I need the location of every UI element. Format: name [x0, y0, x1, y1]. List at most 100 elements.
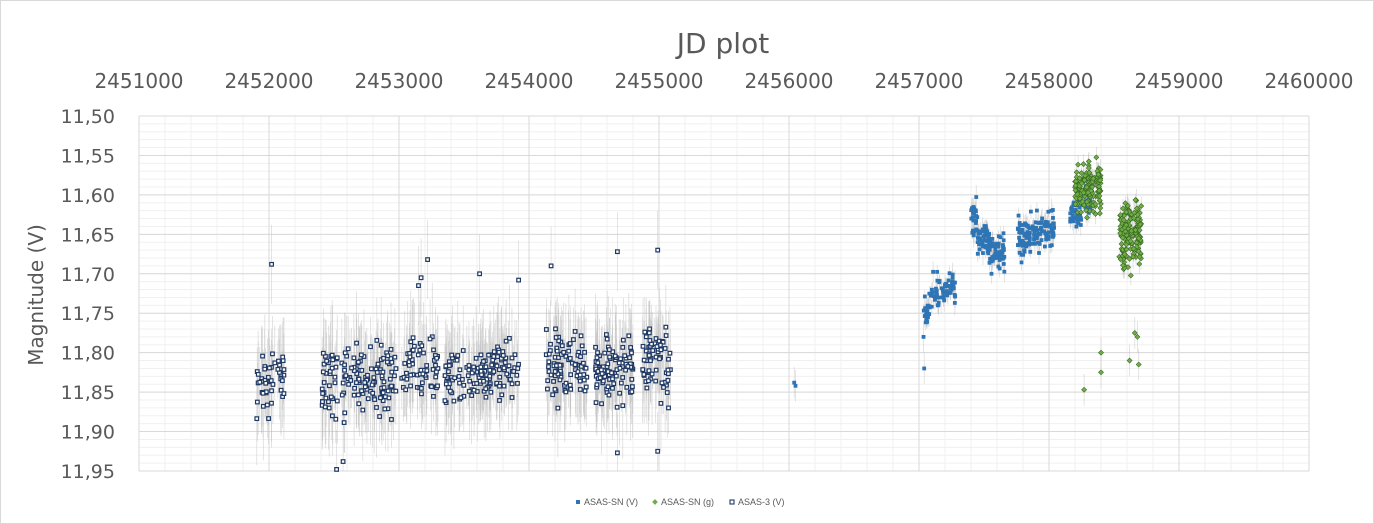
asassn-v-point	[1052, 225, 1056, 230]
asas3-v-point	[563, 389, 569, 395]
legend: ASAS-SN (V) ASAS-SN (g) ASAS-3 (V)	[576, 497, 785, 507]
asas3-v-point	[604, 336, 610, 342]
asassn-v-point	[999, 249, 1004, 254]
asas3-v-point	[617, 365, 623, 371]
asas3-v-point	[424, 363, 430, 368]
asassn-v-point	[1020, 230, 1024, 235]
asas3-v-point	[506, 363, 512, 369]
asassn-v-point	[990, 257, 995, 262]
asas3-v-point	[559, 343, 565, 349]
asas3-v-point	[595, 350, 600, 355]
asassn-v-point	[990, 236, 995, 241]
asassn-v-point	[1071, 213, 1075, 218]
asassn-g-point	[1084, 214, 1090, 221]
asassn-g-point	[1072, 182, 1079, 189]
asas3-v-point	[548, 263, 554, 269]
asas3-v-point	[509, 381, 515, 387]
asassn-v-point	[974, 195, 979, 199]
asas3-v-point	[343, 373, 349, 379]
asassn-g-point	[1083, 184, 1090, 191]
asassn-g-point	[1081, 386, 1087, 393]
asas3-v-point	[393, 388, 399, 394]
asas3-v-point	[489, 362, 495, 368]
asas3-v-point	[465, 373, 471, 379]
asassn-v-point	[1046, 209, 1051, 214]
asas3-v-point	[641, 372, 647, 377]
asas3-v-point	[491, 354, 497, 359]
asas3-v-point	[654, 344, 660, 349]
asas3-v-point	[442, 373, 448, 378]
asas3-v-point	[272, 360, 278, 366]
asassn-v-point	[984, 229, 989, 234]
asas3-v-point	[628, 345, 634, 350]
asassn-g-point	[1126, 256, 1133, 262]
asassn-v-point	[941, 294, 946, 299]
asassn-g-point	[1072, 201, 1079, 208]
asassn-v-point	[934, 289, 939, 294]
asassn-v-point	[924, 310, 929, 315]
asassn-v-point	[974, 214, 979, 218]
asas3-v-point	[456, 374, 462, 379]
asas3-v-point	[623, 367, 629, 373]
asas3-v-point	[355, 359, 361, 365]
asas3-v-point	[332, 374, 338, 380]
asassn-v-point	[1001, 231, 1006, 236]
asassn-g-point	[1077, 195, 1083, 202]
asassn-v-point	[984, 227, 989, 231]
asas3-v-point	[378, 342, 384, 348]
asas3-v-point	[384, 359, 390, 365]
asas3-v-point	[626, 333, 632, 339]
asassn-v-point	[1018, 242, 1023, 247]
y-tick-label: 11,50	[61, 106, 115, 128]
asas3-v-point	[431, 347, 436, 353]
legend-label: ASAS-SN (g)	[661, 497, 714, 507]
asas3-v-point	[543, 327, 549, 332]
asassn-v-point	[996, 241, 1001, 246]
asas3-v-point	[500, 349, 506, 354]
asas3-v-point	[365, 396, 371, 402]
asas3-v-point	[410, 335, 416, 341]
asas3-v-point	[512, 352, 518, 358]
asas3-v-point	[260, 353, 265, 359]
asassn-v-point	[945, 293, 950, 298]
data-points	[254, 154, 1145, 472]
asas3-v-point	[478, 368, 484, 374]
asassn-v-point	[987, 260, 992, 265]
asas3-v-point	[506, 335, 512, 341]
asas3-v-point	[446, 363, 452, 369]
asas3-v-point	[501, 365, 507, 371]
asas3-v-point	[469, 370, 475, 376]
asas3-v-point	[349, 365, 354, 371]
asas3-v-point	[368, 344, 373, 350]
asassn-g-point	[1136, 253, 1143, 260]
asassn-v-point	[1051, 221, 1056, 226]
asas3-v-point	[381, 355, 386, 361]
asas3-v-point	[653, 367, 659, 373]
asassn-g-point	[1123, 246, 1130, 253]
asassn-g-point	[1120, 205, 1126, 212]
asassn-g-point	[1083, 198, 1090, 205]
asas3-v-point	[478, 364, 484, 370]
asassn-v-point	[994, 241, 999, 246]
asas3-v-point	[377, 414, 383, 419]
asas3-v-point	[606, 347, 612, 353]
asas3-v-point	[646, 378, 651, 384]
asassn-v-point	[980, 244, 985, 249]
asassn-v-point	[1019, 260, 1024, 265]
asas3-v-point	[351, 392, 357, 398]
asassn-g-point	[1120, 217, 1127, 224]
asas3-v-point	[457, 367, 463, 373]
asas3-v-point	[354, 371, 360, 376]
x-tick-label: 2455000	[614, 69, 703, 93]
asas3-v-point	[487, 373, 493, 379]
asas3-v-point	[342, 367, 347, 373]
asassn-g-point	[1075, 161, 1081, 168]
asas3-v-point	[627, 355, 632, 361]
y-tick-label: 11,55	[61, 145, 115, 167]
asas3-v-point	[616, 360, 622, 366]
asassn-v-point	[1017, 250, 1022, 255]
asassn-v-point	[987, 236, 992, 241]
asassn-g-point	[1078, 209, 1084, 216]
asas3-v-point	[507, 377, 513, 382]
